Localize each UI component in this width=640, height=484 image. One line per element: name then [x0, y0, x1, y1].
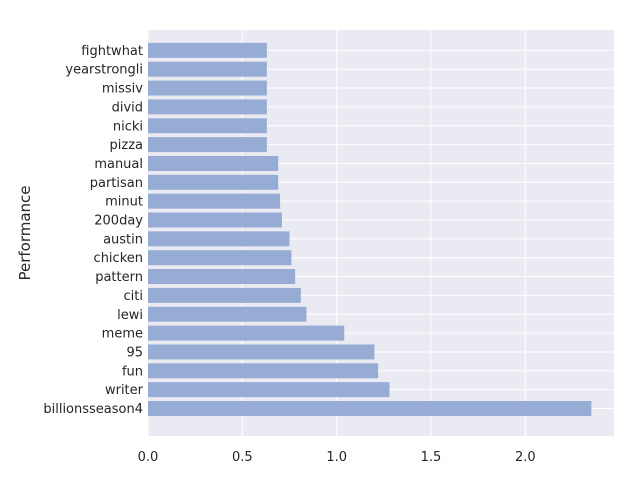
- y-tick-label: yearstrongli: [65, 63, 143, 78]
- y-tick-label: fun: [122, 364, 143, 379]
- bar-partisan: [148, 174, 279, 190]
- bar-fun: [148, 363, 379, 379]
- bar-pattern: [148, 269, 296, 285]
- y-tick-label: meme: [102, 327, 143, 342]
- y-tick-label: pattern: [95, 270, 143, 285]
- bar-manual: [148, 155, 279, 171]
- x-tick-label: 0.5: [232, 450, 253, 465]
- bar-nicki: [148, 118, 267, 134]
- y-tick-label: chicken: [94, 251, 143, 266]
- y-tick-label: writer: [105, 383, 144, 398]
- y-tick-label: divid: [112, 100, 143, 115]
- y-tick-label: citi: [124, 289, 143, 304]
- y-tick-label: billionsseason4: [43, 402, 143, 417]
- bar-fightwhat: [148, 42, 267, 58]
- bar-missiv: [148, 80, 267, 96]
- y-tick-label: 200day: [94, 214, 143, 229]
- y-tick-label: austin: [103, 232, 143, 247]
- x-tick-label: 1.5: [421, 450, 442, 465]
- bar-yearstrongli: [148, 61, 267, 77]
- y-axis-label: Performance: [16, 185, 34, 280]
- bar-citi: [148, 287, 301, 303]
- x-tick-label: 1.0: [326, 450, 347, 465]
- y-tick-label: fightwhat: [81, 44, 143, 59]
- bar-chicken: [148, 250, 292, 266]
- bar-billionsseason4: [148, 401, 592, 416]
- bar-writer: [148, 382, 390, 398]
- x-tick-label: 2.0: [515, 450, 536, 465]
- y-tick-labels: billionsseason4 writer fun 95 meme lewi citi pa…: [43, 44, 143, 417]
- bar-lewi: [148, 306, 307, 322]
- y-tick-label: lewi: [117, 308, 143, 323]
- bar-95: [148, 344, 375, 360]
- y-tick-label: manual: [94, 157, 143, 172]
- y-tick-label: minut: [105, 195, 143, 210]
- y-tick-label: 95: [126, 345, 143, 360]
- x-tick-labels: 0.0 0.5 1.0 1.5 2.0: [138, 450, 536, 465]
- bar-minut: [148, 193, 281, 209]
- bar-meme: [148, 325, 345, 341]
- bars: [148, 42, 592, 416]
- bar-200day: [148, 212, 282, 228]
- y-tick-label: partisan: [90, 176, 143, 191]
- y-tick-label: missiv: [102, 82, 143, 97]
- bar-austin: [148, 231, 290, 247]
- bar-pizza: [148, 137, 267, 153]
- x-tick-label: 0.0: [138, 450, 159, 465]
- bar-divid: [148, 99, 267, 115]
- y-tick-label: pizza: [110, 138, 143, 153]
- y-tick-label: nicki: [113, 119, 143, 134]
